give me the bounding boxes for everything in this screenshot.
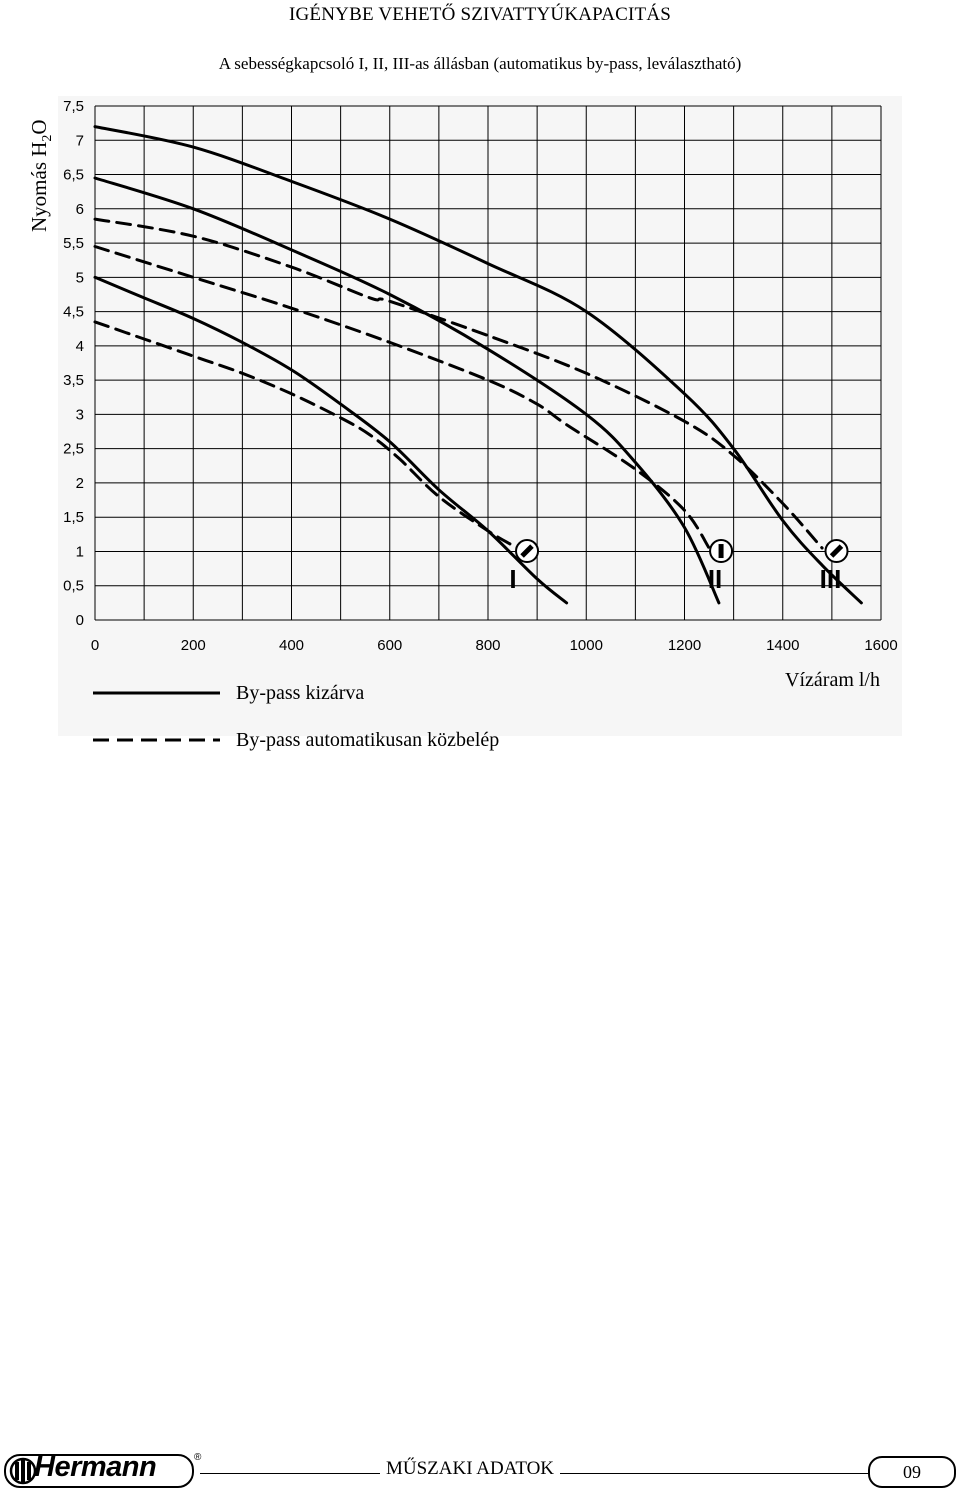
y-axis-label: Nyomás H2O — [27, 119, 55, 232]
x-tick-label: 1000 — [570, 637, 603, 654]
x-tick-label: 0 — [91, 637, 99, 654]
y-tick-label: 3,5 — [63, 372, 84, 389]
series-line-iii-solid — [93, 125, 863, 605]
x-tick-label: 800 — [475, 637, 500, 654]
registered-mark: ® — [194, 1452, 202, 1463]
x-tick-label: 200 — [181, 637, 206, 654]
y-tick-label: 1 — [76, 543, 84, 560]
speed-dial-slot — [829, 544, 844, 558]
y-tick-label: 0,5 — [63, 578, 84, 595]
page-title: IGÉNYBE VEHETŐ SZIVATTYÚKAPACITÁS — [288, 4, 672, 25]
chart-legend: By-pass kizárva By-pass automatikusan kö… — [93, 682, 499, 751]
speed-marker-i: I — [509, 539, 540, 594]
x-tick-label: 600 — [377, 637, 402, 654]
pump-capacity-chart: 0 0,5 1 1,5 2 2,5 3 3,5 4 4,5 5 5,5 6 6,5 7 7,5 0 200 400… — [27, 96, 902, 751]
legend-label-solid: By-pass kizárva — [236, 682, 364, 704]
page-footer: Hermann ® MŰSZAKI ADATOK 09 — [0, 1451, 960, 1490]
y-tick-label: 1,5 — [63, 509, 84, 526]
logo-wordmark: Hermann — [34, 1451, 157, 1483]
series-line-i-dashed — [93, 320, 519, 550]
speed-markers: I II III — [509, 539, 849, 594]
series-line-ii-dashed — [93, 245, 711, 550]
x-axis-ticks: 0 200 400 600 800 1000 1200 1400 1600 — [91, 637, 898, 654]
legend-label-dashed: By-pass automatikusan közbelép — [236, 729, 499, 751]
y-tick-label: 2 — [76, 475, 84, 492]
y-tick-label: 5,5 — [63, 235, 84, 252]
y-tick-label: 6 — [76, 201, 84, 218]
series-group — [93, 125, 863, 605]
page-number: 09 — [868, 1456, 956, 1488]
series-line-i-solid — [93, 275, 569, 605]
speed-label: II — [708, 564, 722, 594]
y-axis-ticks: 0 0,5 1 1,5 2 2,5 3 3,5 4 4,5 5 5,5 6 6,5 7 7,5 — [63, 98, 84, 629]
y-tick-label: 3 — [76, 406, 84, 423]
series-line-iii-dashed — [93, 217, 824, 550]
series-line-ii-solid — [93, 176, 721, 605]
chart-background — [58, 96, 902, 736]
logo-emblem-icon — [9, 1457, 37, 1485]
speed-marker-ii: II — [708, 539, 734, 594]
y-tick-label: 4,5 — [63, 304, 84, 321]
footer-section-title: MŰSZAKI ADATOK — [380, 1458, 561, 1480]
speed-label: III — [820, 564, 842, 594]
y-tick-label: 5 — [76, 269, 84, 286]
x-axis-label: Vízáram l/h — [785, 669, 880, 691]
page-subtitle: A sebességkapcsoló I, II, III-as állásba… — [218, 54, 742, 73]
y-tick-label: 7,5 — [63, 98, 84, 115]
y-tick-label: 6,5 — [63, 167, 84, 184]
y-tick-label: 7 — [76, 132, 84, 149]
y-tick-label: 0 — [76, 612, 84, 629]
x-tick-label: 1600 — [864, 637, 897, 654]
y-tick-label: 2,5 — [63, 441, 84, 458]
speed-dial-slot — [520, 544, 534, 558]
chart-grid — [94, 105, 882, 621]
y-tick-label: 4 — [76, 338, 84, 355]
speed-marker-iii: III — [820, 539, 849, 594]
x-tick-label: 400 — [279, 637, 304, 654]
x-tick-label: 1200 — [668, 637, 701, 654]
hermann-logo: Hermann ® — [4, 1451, 201, 1488]
speed-label: I — [509, 564, 516, 594]
x-tick-label: 1400 — [766, 637, 799, 654]
